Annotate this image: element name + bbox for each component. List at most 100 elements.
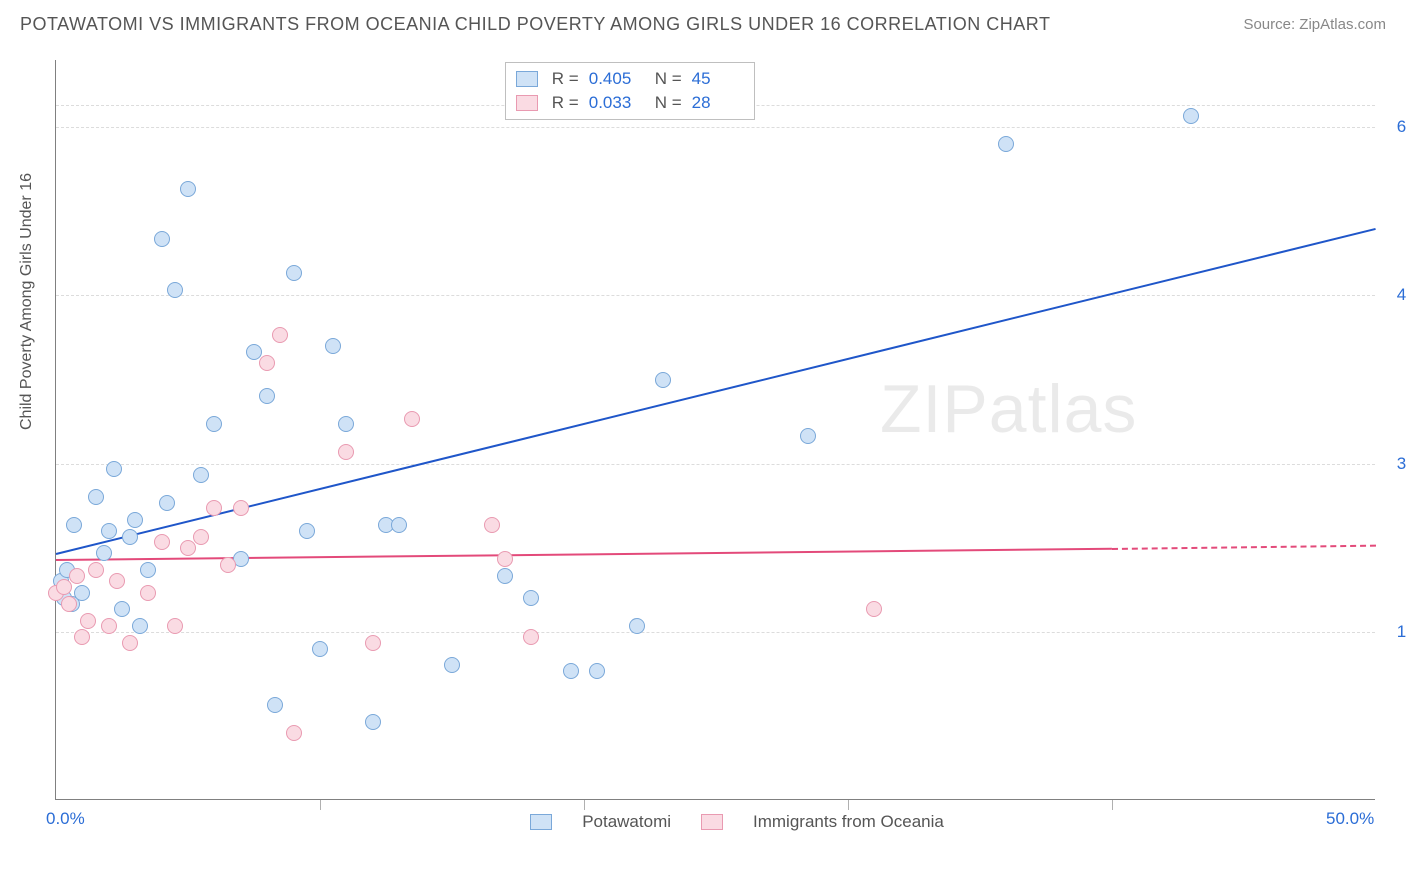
legend-label: Immigrants from Oceania	[753, 812, 944, 832]
trend-line	[56, 548, 1112, 561]
data-point	[88, 489, 104, 505]
data-point	[1183, 108, 1199, 124]
gridline-horizontal	[56, 127, 1375, 128]
data-point	[101, 523, 117, 539]
trend-line	[56, 228, 1376, 555]
data-point	[497, 551, 513, 567]
data-point	[299, 523, 315, 539]
data-point	[259, 355, 275, 371]
data-point	[80, 613, 96, 629]
data-point	[272, 327, 288, 343]
data-point	[109, 573, 125, 589]
data-point	[56, 579, 72, 595]
data-point	[259, 388, 275, 404]
data-point	[866, 601, 882, 617]
data-point	[167, 618, 183, 634]
data-point	[180, 540, 196, 556]
data-point	[167, 282, 183, 298]
x-tick-label: 50.0%	[1326, 809, 1374, 829]
n-label: N =	[655, 69, 682, 89]
gridline-vertical	[848, 800, 849, 810]
y-tick-label: 15.0%	[1397, 622, 1406, 642]
data-point	[122, 635, 138, 651]
gridline-horizontal	[56, 632, 1375, 633]
data-point	[140, 562, 156, 578]
legend-swatch	[516, 71, 538, 87]
source-label: Source: ZipAtlas.com	[1243, 16, 1386, 33]
data-point	[233, 500, 249, 516]
data-point	[154, 534, 170, 550]
data-point	[127, 512, 143, 528]
data-point	[338, 416, 354, 432]
data-point	[220, 557, 236, 573]
data-point	[800, 428, 816, 444]
legend-label: Potawatomi	[582, 812, 671, 832]
data-point	[88, 562, 104, 578]
chart-plot-area: 15.0%30.0%45.0%60.0%0.0%50.0%R =0.405N =…	[55, 60, 1375, 800]
gridline-vertical	[320, 800, 321, 810]
correlation-legend-row: R = 0.033 N = 28	[516, 91, 744, 115]
legend-swatch	[701, 814, 723, 830]
data-point	[629, 618, 645, 634]
data-point	[69, 568, 85, 584]
data-point	[391, 517, 407, 533]
data-point	[484, 517, 500, 533]
data-point	[206, 416, 222, 432]
data-point	[101, 618, 117, 634]
n-label: N =	[655, 93, 682, 113]
data-point	[404, 411, 420, 427]
data-point	[122, 529, 138, 545]
data-point	[74, 629, 90, 645]
data-point	[267, 697, 283, 713]
data-point	[193, 467, 209, 483]
data-point	[61, 596, 77, 612]
data-point	[497, 568, 513, 584]
data-point	[286, 265, 302, 281]
legend-swatch	[530, 814, 552, 830]
x-tick-label: 0.0%	[46, 809, 85, 829]
data-point	[74, 585, 90, 601]
data-point	[365, 635, 381, 651]
data-point	[159, 495, 175, 511]
data-point	[365, 714, 381, 730]
data-point	[193, 529, 209, 545]
data-point	[998, 136, 1014, 152]
data-point	[589, 663, 605, 679]
series-legend: Potawatomi Immigrants from Oceania	[530, 812, 944, 832]
data-point	[325, 338, 341, 354]
chart-title: POTAWATOMI VS IMMIGRANTS FROM OCEANIA CH…	[20, 14, 1050, 35]
data-point	[180, 181, 196, 197]
data-point	[312, 641, 328, 657]
y-tick-label: 60.0%	[1397, 117, 1406, 137]
data-point	[655, 372, 671, 388]
r-value: 0.033	[589, 93, 641, 113]
data-point	[563, 663, 579, 679]
legend-swatch	[516, 95, 538, 111]
data-point	[206, 500, 222, 516]
y-tick-label: 30.0%	[1397, 454, 1406, 474]
data-point	[338, 444, 354, 460]
trend-line	[1112, 544, 1376, 549]
n-value: 28	[692, 93, 744, 113]
data-point	[96, 545, 112, 561]
data-point	[140, 585, 156, 601]
n-value: 45	[692, 69, 744, 89]
data-point	[523, 629, 539, 645]
gridline-vertical	[1112, 800, 1113, 810]
gridline-vertical	[584, 800, 585, 810]
y-axis-label: Child Poverty Among Girls Under 16	[18, 173, 36, 430]
data-point	[66, 517, 82, 533]
data-point	[246, 344, 262, 360]
r-label: R =	[552, 69, 579, 89]
data-point	[132, 618, 148, 634]
r-label: R =	[552, 93, 579, 113]
r-value: 0.405	[589, 69, 641, 89]
gridline-horizontal	[56, 464, 1375, 465]
data-point	[106, 461, 122, 477]
y-tick-label: 45.0%	[1397, 285, 1406, 305]
correlation-legend-row: R = 0.405 N = 45	[516, 67, 744, 91]
data-point	[114, 601, 130, 617]
data-point	[286, 725, 302, 741]
data-point	[154, 231, 170, 247]
gridline-horizontal	[56, 295, 1375, 296]
